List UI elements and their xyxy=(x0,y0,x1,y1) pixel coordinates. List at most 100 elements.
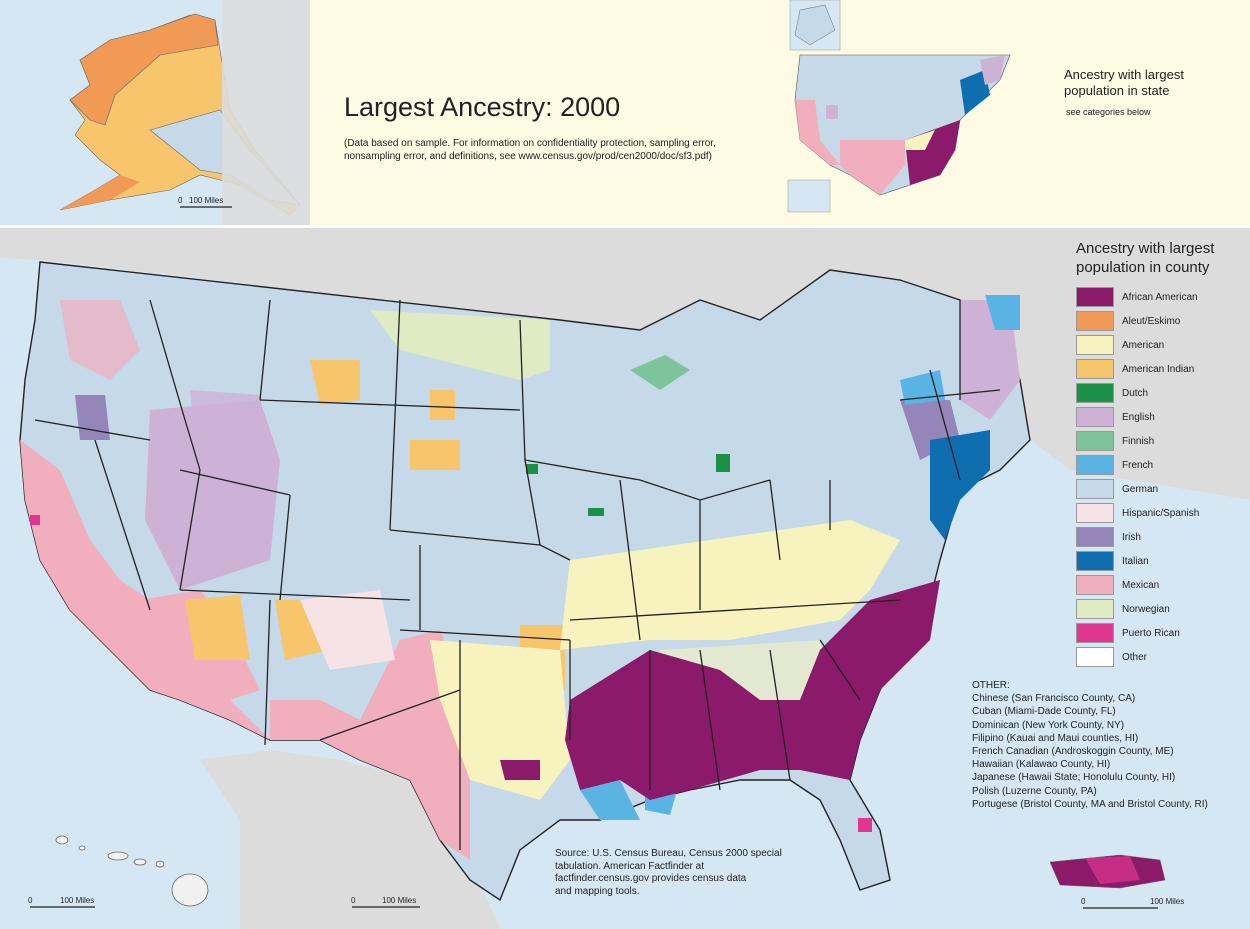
source-note: Source: U.S. Census Bureau, Census 2000 … xyxy=(555,848,805,898)
legend-item: Hispanic/Spanish xyxy=(1076,501,1246,525)
other-item: Chinese (San Francisco County, CA) xyxy=(972,693,1136,705)
legend-label: German xyxy=(1122,483,1159,495)
legend-item: Mexican xyxy=(1076,573,1246,597)
other-item: Portugese (Bristol County, MA and Bristo… xyxy=(972,798,1208,810)
legend-item: German xyxy=(1076,477,1246,501)
pr-scale-zero: 0 xyxy=(1081,897,1086,906)
pr-scale-label: 100 Miles xyxy=(1150,897,1185,906)
source-line: and mapping tools. xyxy=(555,885,640,897)
title-panel xyxy=(310,0,788,225)
other-item: Filipino (Kauai and Maui counties, HI) xyxy=(972,732,1139,744)
source-line: factfinder.census.gov provides census da… xyxy=(555,873,747,884)
state-legend-subtitle: see categories below xyxy=(1066,107,1151,117)
other-item: French Canadian (Androskoggin County, ME… xyxy=(972,746,1174,758)
region-french-me xyxy=(985,295,1020,330)
legend-label: Puerto Rican xyxy=(1122,627,1180,639)
legend-label: American Indian xyxy=(1122,363,1195,375)
other-heading: OTHER: xyxy=(972,680,1010,691)
legend-label: French xyxy=(1122,459,1154,471)
legend-swatch xyxy=(1076,455,1114,475)
state-map xyxy=(787,0,1011,213)
alaska-aleut-chain xyxy=(60,175,140,210)
region-italian-ne xyxy=(930,430,990,540)
legend-swatch xyxy=(1076,335,1114,355)
region-hispanic-nm xyxy=(300,590,395,670)
hawaii-scale-zero: 0 xyxy=(28,896,33,905)
county-legend-title-line: Ancestry with largest xyxy=(1076,240,1215,257)
hawaii-islands xyxy=(55,835,209,907)
legend-swatch xyxy=(1076,647,1114,667)
legend-label: Dutch xyxy=(1122,387,1149,399)
legend-swatch xyxy=(1076,479,1114,499)
legend-swatch xyxy=(1076,407,1114,427)
legend-item: Norwegian xyxy=(1076,597,1246,621)
state-legend-title-line: Ancestry with largest xyxy=(1064,67,1184,82)
other-item: Hawaiian (Kalawao County, HI) xyxy=(972,759,1111,771)
county-legend: African American Aleut/Eskimo American Amer… xyxy=(1076,285,1246,669)
legend-label: Irish xyxy=(1122,531,1141,543)
legend-label: African American xyxy=(1122,291,1198,303)
legend-swatch xyxy=(1076,287,1114,307)
state-legend-title: Ancestry with largest population in stat… xyxy=(1064,67,1234,99)
legend-swatch xyxy=(1076,527,1114,547)
legend-label: Aleut/Eskimo xyxy=(1122,315,1181,327)
hawaii-inset-water xyxy=(0,820,243,929)
region-african-american xyxy=(565,580,940,800)
legend-item: American Indian xyxy=(1076,357,1246,381)
legend-item: Puerto Rican xyxy=(1076,621,1246,645)
legend-label: Italian xyxy=(1122,555,1149,567)
map-subtitle: (Data based on sample. For information o… xyxy=(344,137,764,163)
legend-swatch xyxy=(1076,599,1114,619)
legend-item: Dutch xyxy=(1076,381,1246,405)
region-norwegian xyxy=(370,310,550,380)
subtitle-line: nonsampling error, and definitions, see … xyxy=(344,151,712,162)
region-mexican-tx xyxy=(270,630,470,860)
legend-swatch xyxy=(1076,575,1114,595)
alaska-scale-label: 100 Miles xyxy=(189,196,224,205)
subtitle-line: (Data based on sample. For information o… xyxy=(344,138,716,149)
legend-item: English xyxy=(1076,405,1246,429)
legend-swatch xyxy=(1076,503,1114,523)
canada-land xyxy=(0,228,1250,500)
legend-label: Other xyxy=(1122,651,1148,663)
legend-label: Hispanic/Spanish xyxy=(1122,507,1200,519)
other-item: Japanese (Hawaii State; Honolulu County,… xyxy=(972,772,1176,784)
legend-label: English xyxy=(1122,411,1155,423)
legend-item: Finnish xyxy=(1076,429,1246,453)
source-line: Source: U.S. Census Bureau, Census 2000 … xyxy=(555,848,782,859)
region-finnish-mi xyxy=(630,355,690,390)
source-line: tabulation. American Factfinder at xyxy=(555,860,704,872)
alaska-canada-land xyxy=(222,0,310,225)
county-legend-title-line: population in county xyxy=(1076,259,1210,276)
legend-label: American xyxy=(1122,339,1165,351)
legend-swatch xyxy=(1076,551,1114,571)
legend-item: French xyxy=(1076,453,1246,477)
county-legend-title: Ancestry with largest population in coun… xyxy=(1076,239,1246,277)
other-item: Cuban (Miami-Dade County, FL) xyxy=(972,706,1116,718)
legend-swatch xyxy=(1076,431,1114,451)
legend-item: Aleut/Eskimo xyxy=(1076,309,1246,333)
map-title: Largest Ancestry: 2000 xyxy=(344,92,621,122)
region-american-indian-az xyxy=(185,595,250,660)
legend-item: Irish xyxy=(1076,525,1246,549)
region-mexican-ca xyxy=(20,440,270,740)
legend-swatch xyxy=(1076,311,1114,331)
legend-label: Mexican xyxy=(1122,579,1160,591)
legend-item: Italian xyxy=(1076,549,1246,573)
legend-item: American xyxy=(1076,333,1246,357)
legend-swatch xyxy=(1076,383,1114,403)
state-legend-title-line: population in state xyxy=(1064,83,1170,98)
legend-label: Finnish xyxy=(1122,435,1155,447)
other-item: Dominican (New York County, NY) xyxy=(972,719,1125,731)
region-english-ut xyxy=(145,400,280,590)
other-item: Polish (Luzerne County, PA) xyxy=(972,785,1097,797)
legend-swatch xyxy=(1076,623,1114,643)
legend-label: Norwegian xyxy=(1122,603,1170,615)
other-ancestries: OTHER: Chinese (San Francisco County, CA… xyxy=(972,679,1242,811)
mainland-scale-label: 100 Miles xyxy=(382,896,417,905)
hawaii-scale-label: 100 Miles xyxy=(60,896,95,905)
legend-swatch xyxy=(1076,359,1114,379)
legend-item: African American xyxy=(1076,285,1246,309)
region-american-south xyxy=(560,520,900,650)
